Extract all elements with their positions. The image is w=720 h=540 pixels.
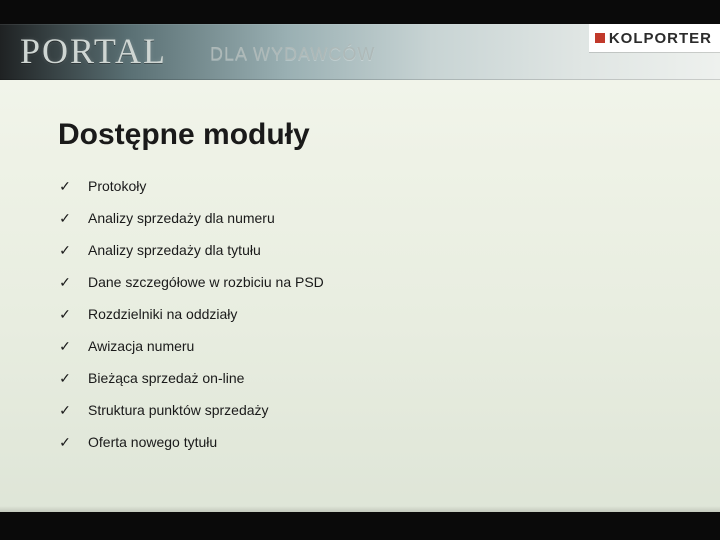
list-item-label: Analizy sprzedaży dla tytułu: [88, 242, 261, 258]
list-item: ✓ Analizy sprzedaży dla numeru: [58, 210, 680, 226]
list-item: ✓ Struktura punktów sprzedaży: [58, 402, 680, 418]
portal-title: PORTAL: [20, 30, 167, 72]
list-item-label: Oferta nowego tytułu: [88, 434, 217, 450]
brand-text: KOLPORTER: [609, 30, 712, 47]
list-item-label: Analizy sprzedaży dla numeru: [88, 210, 275, 226]
list-item-label: Rozdzielniki na oddziały: [88, 306, 237, 322]
check-icon: ✓: [58, 435, 72, 449]
list-item-label: Awizacja numeru: [88, 338, 194, 354]
list-item: ✓ Rozdzielniki na oddziały: [58, 306, 680, 322]
check-icon: ✓: [58, 243, 72, 257]
check-icon: ✓: [58, 339, 72, 353]
check-icon: ✓: [58, 403, 72, 417]
list-item-label: Dane szczegółowe w rozbiciu na PSD: [88, 274, 324, 290]
check-icon: ✓: [58, 179, 72, 193]
list-item: ✓ Dane szczegółowe w rozbiciu na PSD: [58, 274, 680, 290]
portal-subtitle: DLA WYDAWCÓW: [210, 44, 375, 65]
check-icon: ✓: [58, 371, 72, 385]
slide: PORTAL DLA WYDAWCÓW KOLPORTER Dostępne m…: [0, 0, 720, 540]
list-item-label: Bieżąca sprzedaż on-line: [88, 370, 244, 386]
check-icon: ✓: [58, 275, 72, 289]
brand-square-icon: [595, 33, 605, 43]
content-area: Dostępne moduły ✓ Protokoły ✓ Analizy sp…: [58, 118, 680, 466]
brand-badge: KOLPORTER: [589, 24, 720, 52]
list-item: ✓ Bieżąca sprzedaż on-line: [58, 370, 680, 386]
check-icon: ✓: [58, 307, 72, 321]
list-item: ✓ Protokoły: [58, 178, 680, 194]
top-bar: [0, 0, 720, 24]
page-title: Dostępne moduły: [58, 118, 680, 152]
module-list: ✓ Protokoły ✓ Analizy sprzedaży dla nume…: [58, 178, 680, 450]
check-icon: ✓: [58, 211, 72, 225]
bottom-bar: [0, 512, 720, 540]
list-item: ✓ Oferta nowego tytułu: [58, 434, 680, 450]
list-item-label: Protokoły: [88, 178, 146, 194]
list-item: ✓ Awizacja numeru: [58, 338, 680, 354]
list-item-label: Struktura punktów sprzedaży: [88, 402, 269, 418]
list-item: ✓ Analizy sprzedaży dla tytułu: [58, 242, 680, 258]
